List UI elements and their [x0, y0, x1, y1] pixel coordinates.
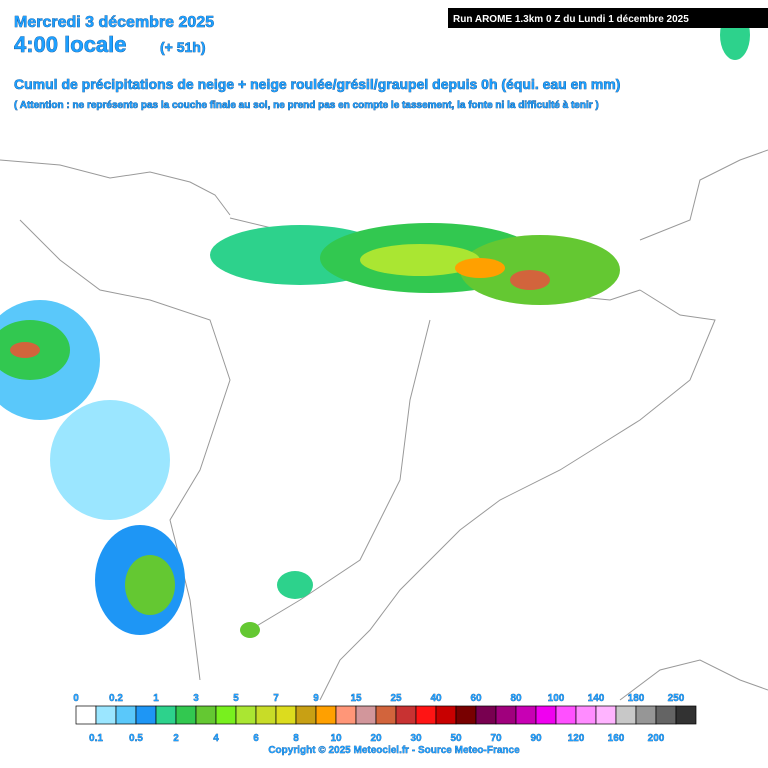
- legend-label: 160: [608, 733, 625, 744]
- legend-swatch: [375, 705, 397, 725]
- legend-label: 250: [668, 693, 685, 704]
- legend: 0 0.1 0.2 0.5 1 2 3 4 5 6 7 8 9 10 15 20 25 30 40 50 60 70 80 9…: [73, 693, 697, 744]
- legend-label: 20: [370, 733, 382, 744]
- legend-swatch: [635, 705, 657, 725]
- legend-swatch: [455, 705, 477, 725]
- legend-label: 8: [293, 733, 299, 744]
- run-info: Run AROME 1.3km 0 Z du Lundi 1 décembre …: [453, 14, 689, 25]
- legend-label: 0.2: [109, 693, 123, 704]
- legend-label: 0.5: [129, 733, 143, 744]
- legend-swatch: [335, 705, 357, 725]
- legend-swatch: [315, 705, 337, 725]
- legend-label: 30: [410, 733, 422, 744]
- legend-label: 180: [628, 693, 645, 704]
- legend-swatch: [655, 705, 677, 725]
- snow-area: [0, 10, 750, 638]
- coastline: [0, 149, 768, 701]
- legend-swatch: [235, 705, 257, 725]
- legend-swatch: [515, 705, 537, 725]
- legend-label: 70: [490, 733, 502, 744]
- legend-swatch: [275, 705, 297, 725]
- legend-label: 0: [73, 693, 79, 704]
- legend-swatch: [575, 705, 597, 725]
- legend-label: 7: [273, 693, 279, 704]
- lead-time: (+ 51h): [160, 39, 206, 55]
- copyright: Copyright © 2025 Meteociel.fr - Source M…: [268, 745, 520, 756]
- legend-swatch: [415, 705, 437, 725]
- legend-swatch: [215, 705, 237, 725]
- legend-label: 90: [530, 733, 542, 744]
- legend-label: 40: [430, 693, 442, 704]
- legend-swatch: [355, 705, 377, 725]
- island: [619, 659, 768, 701]
- legend-swatch: [675, 705, 697, 725]
- legend-swatch: [395, 705, 417, 725]
- legend-swatch: [75, 705, 97, 725]
- map: [0, 10, 768, 701]
- legend-label: 10: [330, 733, 342, 744]
- legend-label: 3: [193, 693, 199, 704]
- legend-label: 0.1: [89, 733, 103, 744]
- legend-swatch: [495, 705, 517, 725]
- legend-swatch: [95, 705, 117, 725]
- legend-label: 100: [548, 693, 565, 704]
- legend-swatch: [475, 705, 497, 725]
- legend-label: 140: [588, 693, 605, 704]
- legend-label: 60: [470, 693, 482, 704]
- legend-label: 120: [568, 733, 585, 744]
- legend-label: 9: [313, 693, 319, 704]
- legend-swatch: [535, 705, 557, 725]
- legend-swatch: [595, 705, 617, 725]
- title: Cumul de précipitations de neige + neige…: [14, 76, 620, 92]
- time: 4:00 locale: [14, 32, 127, 57]
- legend-label: 25: [390, 693, 402, 704]
- legend-swatch: [115, 705, 137, 725]
- legend-label: 6: [253, 733, 259, 744]
- legend-label: 50: [450, 733, 462, 744]
- run-box: [448, 8, 768, 28]
- legend-swatch: [295, 705, 317, 725]
- legend-label: 4: [213, 733, 219, 744]
- legend-label: 15: [350, 693, 362, 704]
- legend-label: 5: [233, 693, 239, 704]
- legend-label: 2: [173, 733, 179, 744]
- legend-label: 80: [510, 693, 522, 704]
- legend-swatch: [155, 705, 177, 725]
- legend-swatch: [135, 705, 157, 725]
- legend-swatch: [615, 705, 637, 725]
- legend-swatch: [175, 705, 197, 725]
- legend-swatch: [255, 705, 277, 725]
- legend-swatch: [195, 705, 217, 725]
- legend-swatch: [435, 705, 457, 725]
- date: Mercredi 3 décembre 2025: [14, 14, 214, 31]
- legend-label: 200: [648, 733, 665, 744]
- note: ( Attention : ne représente pas la couch…: [14, 100, 599, 111]
- legend-swatch: [555, 705, 577, 725]
- legend-label: 1: [153, 693, 159, 704]
